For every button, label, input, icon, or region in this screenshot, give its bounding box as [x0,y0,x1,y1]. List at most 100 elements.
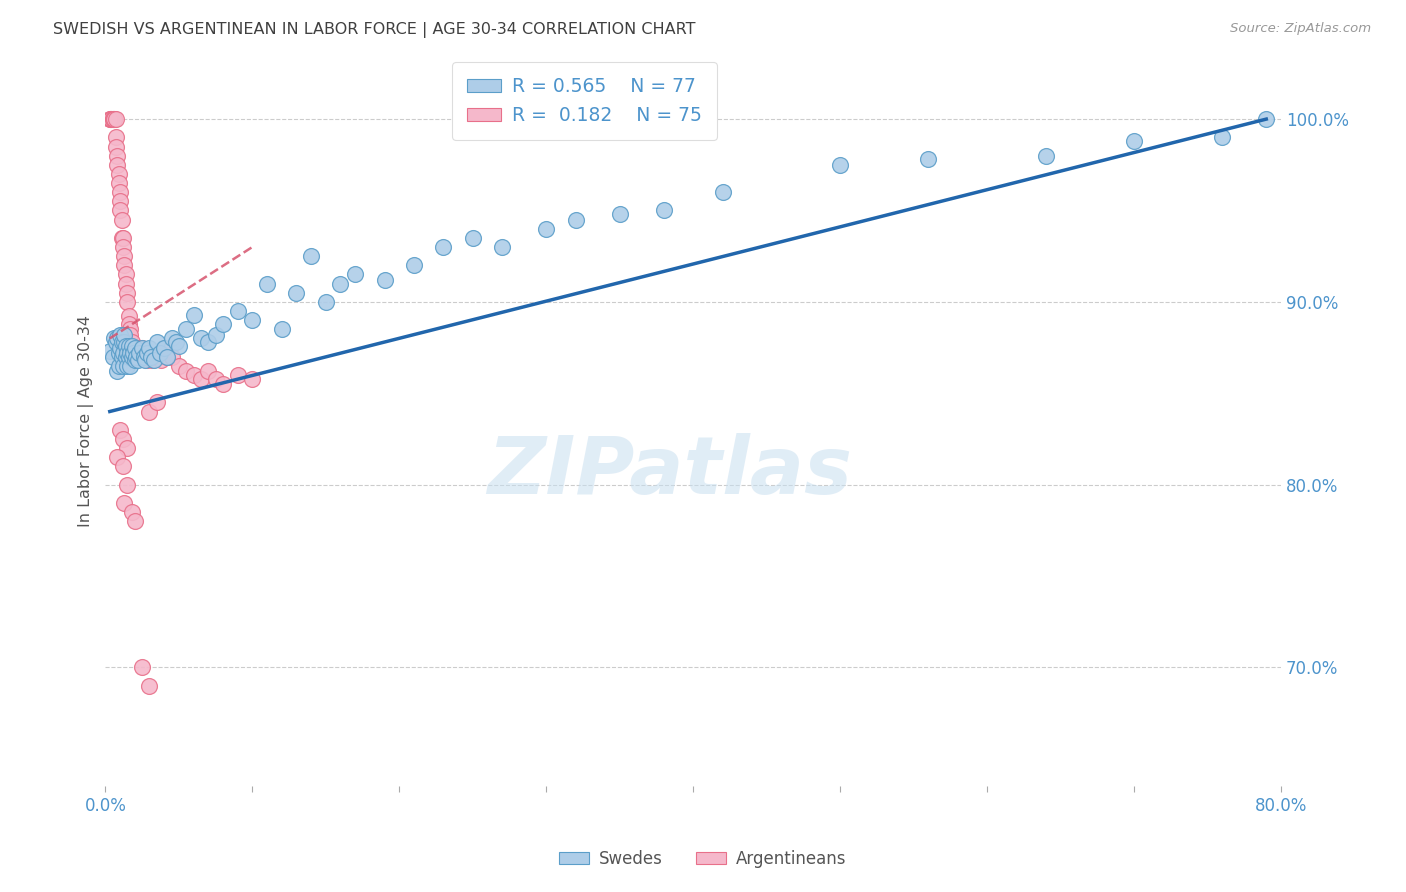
Point [108,185,131,199]
Point [609,207,631,221]
Point [122,346,145,360]
Point [115,339,138,353]
Point [115,277,138,291]
Point [146,350,169,364]
Point [101,350,124,364]
Point [125,350,148,364]
Point [117,346,139,360]
Point [127,353,149,368]
Point [121,341,143,355]
Point [160,350,183,364]
Point [122,346,145,360]
Point [108,194,131,209]
Point [105,158,128,172]
Point [491,240,513,254]
Point [111,231,134,245]
Point [240,313,263,327]
Legend: R = 0.565    N = 77, R =  0.182    N = 75: R = 0.565 N = 77, R = 0.182 N = 75 [453,62,717,140]
Point [256,277,278,291]
Point [226,304,249,318]
Point [150,353,173,368]
Point [711,185,734,199]
Point [124,353,146,368]
Point [121,339,143,353]
Text: ZIPatlas: ZIPatlas [486,433,852,511]
Point [120,322,142,336]
Point [131,341,153,355]
Point [153,341,176,355]
Point [105,148,128,162]
Point [111,240,134,254]
Point [98,112,121,127]
Point [120,327,142,342]
Point [104,130,127,145]
Point [120,346,142,360]
Point [105,364,128,378]
Point [156,350,179,364]
Point [270,322,292,336]
Point [652,203,675,218]
Point [141,353,163,368]
Point [118,339,141,353]
Point [120,359,142,373]
Point [132,346,155,360]
Point [108,423,131,437]
Point [149,346,172,360]
Point [830,158,852,172]
Point [124,350,146,364]
Point [135,353,157,368]
Point [174,364,197,378]
Point [1211,130,1233,145]
Point [134,353,156,368]
Point [104,112,127,127]
Point [183,368,205,382]
Point [174,322,197,336]
Point [226,368,249,382]
Point [100,112,122,127]
Point [101,112,124,127]
Point [114,249,136,263]
Point [103,331,125,345]
Point [212,377,235,392]
Point [134,350,156,364]
Point [138,341,160,355]
Point [917,153,939,167]
Point [1123,134,1146,148]
Point [100,112,122,127]
Point [127,341,149,355]
Point [114,258,136,272]
Point [142,353,165,368]
Point [107,176,129,190]
Point [160,331,183,345]
Point [111,346,134,360]
Point [115,268,138,282]
Point [190,331,212,345]
Point [197,364,219,378]
Point [121,350,143,364]
Point [114,496,136,510]
Point [110,212,132,227]
Point [1256,112,1278,127]
Point [315,294,337,309]
Point [564,212,586,227]
Point [111,459,134,474]
Point [165,334,187,349]
Point [110,231,132,245]
Point [124,341,146,355]
Text: Source: ZipAtlas.com: Source: ZipAtlas.com [1230,22,1371,36]
Point [125,350,148,364]
Point [104,139,127,153]
Point [129,346,152,360]
Point [131,341,153,355]
Point [135,346,157,360]
Point [146,334,169,349]
Point [197,334,219,349]
Point [138,404,160,418]
Text: SWEDISH VS ARGENTINEAN IN LABOR FORCE | AGE 30-34 CORRELATION CHART: SWEDISH VS ARGENTINEAN IN LABOR FORCE | … [53,22,696,38]
Point [117,359,139,373]
Legend: Swedes, Argentineans: Swedes, Argentineans [553,844,853,875]
Point [204,371,226,385]
Point [105,450,128,465]
Point [132,350,155,364]
Point [108,203,131,218]
